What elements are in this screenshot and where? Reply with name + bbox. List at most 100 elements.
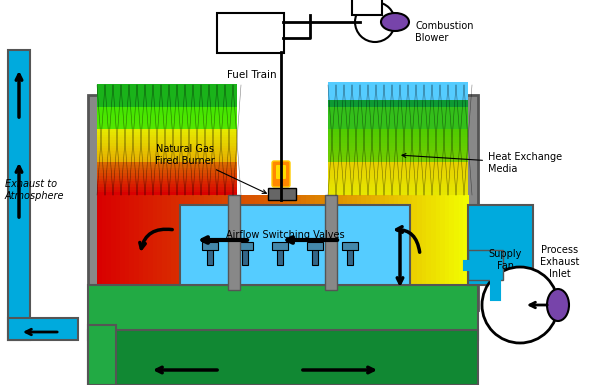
Bar	[97, 117, 237, 121]
Bar	[97, 128, 237, 132]
Bar	[283, 195, 288, 305]
Bar	[242, 245, 248, 265]
FancyBboxPatch shape	[88, 330, 478, 385]
Circle shape	[355, 2, 395, 42]
Bar	[97, 120, 237, 124]
Bar	[328, 125, 468, 129]
FancyBboxPatch shape	[276, 165, 286, 179]
Bar	[236, 195, 242, 305]
Bar	[97, 109, 237, 112]
FancyBboxPatch shape	[268, 188, 296, 200]
Bar	[125, 195, 130, 305]
Bar	[389, 195, 395, 305]
Bar	[171, 195, 177, 305]
Bar	[97, 95, 237, 99]
Bar	[97, 139, 237, 143]
FancyBboxPatch shape	[88, 95, 478, 310]
FancyBboxPatch shape	[88, 325, 116, 385]
Bar	[347, 195, 353, 305]
Bar	[328, 114, 468, 118]
Bar	[334, 195, 339, 305]
Bar	[449, 195, 455, 305]
Bar	[120, 195, 126, 305]
Bar	[237, 242, 253, 250]
Bar	[272, 242, 288, 250]
Bar	[328, 158, 468, 162]
Bar	[440, 195, 446, 305]
Bar	[139, 195, 145, 305]
Ellipse shape	[547, 289, 569, 321]
Bar	[97, 114, 237, 118]
FancyBboxPatch shape	[237, 85, 328, 195]
Bar	[277, 245, 283, 265]
Circle shape	[482, 267, 558, 343]
Bar	[97, 186, 237, 189]
Bar	[305, 195, 311, 305]
Bar	[320, 195, 325, 305]
Bar	[194, 195, 200, 305]
Bar	[328, 147, 468, 151]
Bar	[328, 183, 468, 187]
Bar	[328, 89, 468, 93]
Bar	[426, 195, 432, 305]
Bar	[97, 180, 237, 184]
Bar	[97, 164, 237, 167]
Bar	[97, 134, 237, 137]
Bar	[328, 180, 468, 184]
Bar	[459, 195, 464, 305]
Bar	[97, 195, 103, 305]
Bar	[328, 175, 468, 179]
FancyBboxPatch shape	[8, 318, 78, 340]
Bar	[403, 195, 409, 305]
Bar	[328, 92, 468, 96]
Bar	[328, 153, 468, 156]
Bar	[202, 242, 218, 250]
Bar	[287, 195, 293, 305]
Bar	[97, 89, 237, 93]
Bar	[328, 164, 468, 167]
Bar	[97, 156, 237, 159]
Bar	[157, 195, 163, 305]
FancyBboxPatch shape	[88, 285, 478, 340]
Bar	[328, 120, 468, 124]
FancyBboxPatch shape	[180, 205, 410, 285]
Bar	[385, 195, 390, 305]
Bar	[310, 195, 316, 305]
Bar	[273, 195, 279, 305]
Bar	[328, 95, 468, 99]
Bar	[356, 195, 362, 305]
Bar	[431, 195, 437, 305]
Bar	[328, 139, 468, 143]
Bar	[97, 98, 237, 102]
Bar	[232, 195, 237, 305]
Ellipse shape	[381, 13, 409, 31]
Bar	[97, 175, 237, 179]
Bar	[328, 84, 468, 88]
Bar	[292, 195, 298, 305]
Bar	[398, 195, 404, 305]
Bar	[97, 142, 237, 146]
Bar	[312, 245, 318, 265]
Bar	[245, 195, 251, 305]
Bar	[199, 195, 205, 305]
Bar	[213, 195, 218, 305]
Bar	[176, 195, 181, 305]
Bar	[328, 117, 468, 121]
FancyBboxPatch shape	[217, 13, 284, 53]
Bar	[347, 245, 353, 265]
Bar	[343, 195, 349, 305]
Text: Supply
Fan: Supply Fan	[488, 249, 521, 271]
Bar	[218, 195, 223, 305]
Bar	[97, 87, 237, 90]
Bar	[97, 158, 237, 162]
FancyBboxPatch shape	[272, 161, 290, 187]
Bar	[296, 195, 302, 305]
Bar	[422, 195, 427, 305]
Bar	[269, 195, 274, 305]
Bar	[97, 131, 237, 134]
Bar	[328, 177, 468, 181]
Bar	[328, 144, 468, 148]
Bar	[324, 195, 330, 305]
Bar	[328, 169, 468, 173]
Bar	[328, 191, 468, 195]
